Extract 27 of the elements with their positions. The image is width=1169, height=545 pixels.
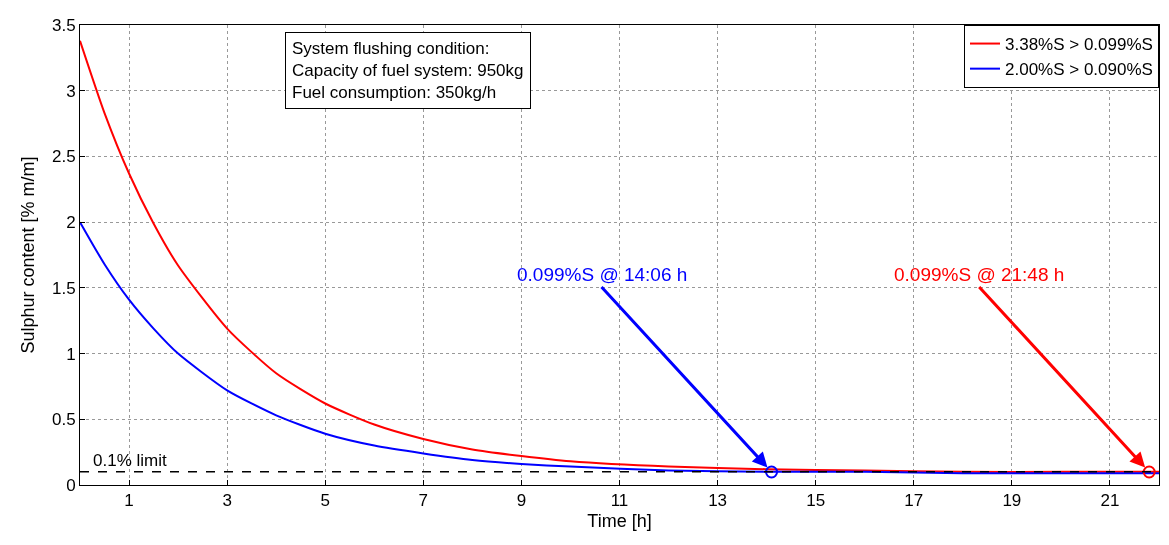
y-tick-label: 2 — [66, 213, 76, 233]
legend-label: 3.38%S > 0.099%S — [1005, 35, 1153, 55]
x-tick-label: 1 — [124, 491, 134, 511]
y-tick-label: 1 — [66, 344, 76, 364]
x-tick-label: 17 — [904, 491, 924, 511]
y-tick-label: 1.5 — [51, 278, 76, 298]
y-tick-label: 2.5 — [51, 147, 76, 167]
x-tick-label: 9 — [516, 491, 527, 511]
annotation: System flushing condition: Capacity of fuel system: 950kg Fuel consumption: 350kg/h — [292, 39, 524, 103]
x-tick-label: 11 — [610, 491, 629, 511]
x-tick-label: 5 — [320, 491, 330, 511]
annotation: 0.099%S @ 21:48 h — [894, 264, 1065, 285]
x-axis-title: Time [h] — [587, 510, 652, 531]
x-tick-label: 19 — [1002, 491, 1022, 511]
ref-line-label: 0.1% limit — [93, 451, 167, 470]
annotation: 0.099%S @ 14:06 h — [517, 264, 688, 285]
legend-label: 2.00%S > 0.090%S — [1005, 60, 1153, 80]
y-tick-label: 0 — [66, 475, 76, 495]
x-tick-label: 13 — [708, 491, 728, 511]
y-axis-title: Sulphur content [% m/m] — [18, 156, 38, 354]
x-tick-label: 3 — [222, 491, 232, 511]
x-tick-label: 15 — [806, 491, 826, 511]
x-tick-label: 7 — [418, 491, 429, 511]
y-tick-label: 0.5 — [51, 410, 76, 430]
x-tick-label: 21 — [1100, 491, 1120, 511]
y-tick-label: 3 — [66, 81, 76, 101]
y-tick-label: 3.5 — [51, 15, 76, 35]
